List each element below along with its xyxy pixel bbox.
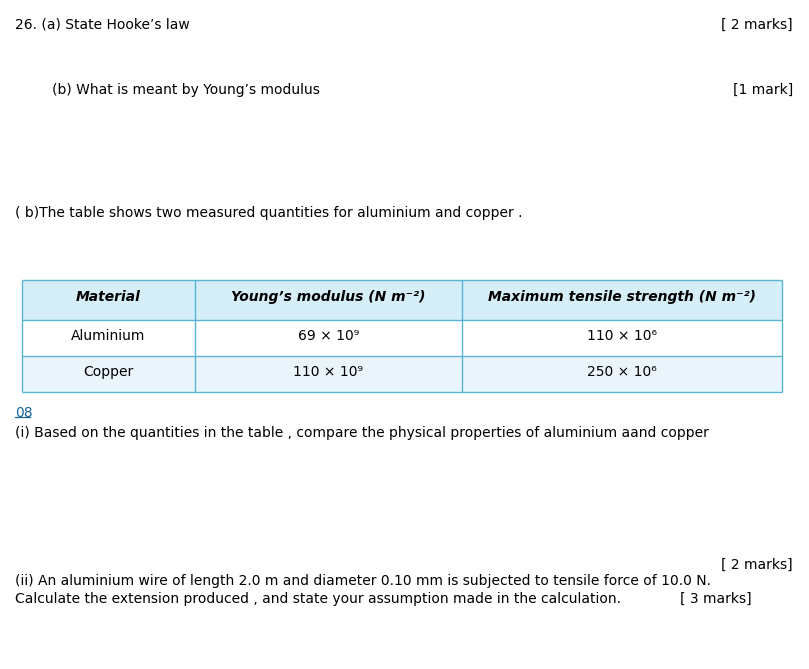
- Text: Aluminium: Aluminium: [71, 329, 146, 343]
- Text: 110 × 10⁶: 110 × 10⁶: [587, 329, 657, 343]
- Text: 08: 08: [15, 406, 32, 420]
- Bar: [22, 320, 782, 356]
- Text: [ 2 marks]: [ 2 marks]: [722, 18, 793, 32]
- Text: [ 3 marks]: [ 3 marks]: [680, 592, 752, 606]
- Bar: [22, 280, 782, 320]
- Text: [ 2 marks]: [ 2 marks]: [722, 558, 793, 572]
- Text: 250 × 10⁶: 250 × 10⁶: [587, 365, 657, 379]
- Text: 26. (a) State Hooke’s law: 26. (a) State Hooke’s law: [15, 18, 190, 32]
- Text: Material: Material: [76, 290, 141, 304]
- Text: (ii) An aluminium wire of length 2.0 m and diameter 0.10 mm is subjected to tens: (ii) An aluminium wire of length 2.0 m a…: [15, 574, 711, 588]
- Text: Copper: Copper: [83, 365, 133, 379]
- Text: (i) Based on the quantities in the table , compare the physical properties of al: (i) Based on the quantities in the table…: [15, 426, 709, 440]
- Text: [1 mark]: [1 mark]: [733, 83, 793, 97]
- Text: 69 × 10⁹: 69 × 10⁹: [298, 329, 359, 343]
- Text: (b) What is meant by Young’s modulus: (b) What is meant by Young’s modulus: [52, 83, 320, 97]
- Text: Young’s modulus (N m⁻²): Young’s modulus (N m⁻²): [231, 290, 426, 304]
- Bar: [22, 356, 782, 392]
- Text: Calculate the extension produced , and state your assumption made in the calcula: Calculate the extension produced , and s…: [15, 592, 621, 606]
- Text: Maximum tensile strength (N m⁻²): Maximum tensile strength (N m⁻²): [488, 290, 756, 304]
- Text: ( b)The table shows two measured quantities for aluminium and copper .: ( b)The table shows two measured quantit…: [15, 206, 523, 220]
- Text: 110 × 10⁹: 110 × 10⁹: [294, 365, 363, 379]
